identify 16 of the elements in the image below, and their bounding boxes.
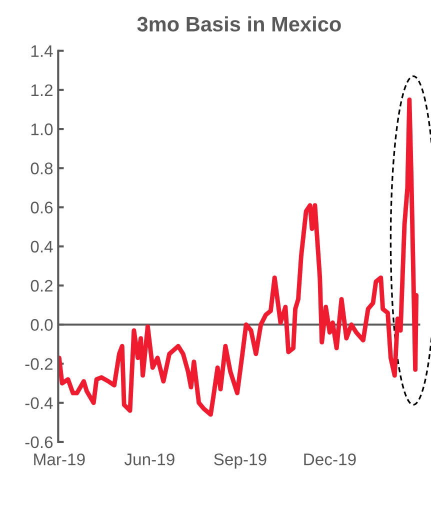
- y-tick-label: -0.2: [25, 358, 52, 370]
- y-tick-label: 0.0: [30, 319, 53, 331]
- y-tick-label: -0.4: [25, 397, 53, 410]
- chart-title: 3mo Basis in Mexico: [137, 16, 341, 32]
- y-tick-label: 1.0: [31, 123, 53, 136]
- y-tick-label: 0.2: [30, 280, 52, 292]
- x-tick-label: Jun-19: [124, 454, 174, 466]
- x-tick-label: Dec-19: [304, 454, 356, 466]
- y-tick-label: 0.8: [30, 162, 53, 174]
- y-tick-label: 0.6: [30, 202, 53, 214]
- y-tick-label: -0.6: [25, 436, 53, 448]
- x-tick-label: Sep-19: [214, 454, 266, 469]
- y-tick-label: 1.2: [31, 84, 52, 96]
- x-tick-label: Mar-19: [34, 454, 85, 466]
- y-tick-label: 1.4: [31, 45, 53, 57]
- y-tick-label: 0.4: [30, 240, 53, 253]
